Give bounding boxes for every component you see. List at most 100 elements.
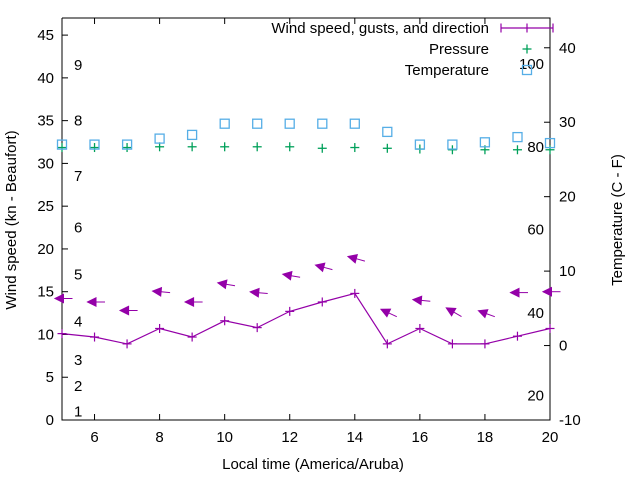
x-tick-label: 20 bbox=[542, 429, 559, 446]
temperature-point bbox=[252, 118, 263, 129]
wind-speed-point bbox=[122, 339, 132, 349]
wind-direction-arrow-icon bbox=[151, 286, 171, 297]
y2-tick-label: 40 bbox=[559, 40, 576, 57]
beaufort-label: 4 bbox=[74, 314, 82, 331]
wind-speed-point bbox=[57, 329, 67, 339]
fahrenheit-scale-labels: 20 40 60 80 100 bbox=[519, 56, 544, 404]
wind-speed-point bbox=[90, 332, 100, 342]
temperature-point bbox=[544, 137, 556, 149]
wind-direction-arrow-icon bbox=[509, 287, 528, 298]
fahrenheit-label: 100 bbox=[519, 56, 544, 73]
wind-speed-line bbox=[61, 292, 551, 345]
x-axis-title: Local time (America/Aruba) bbox=[222, 456, 404, 473]
temperature-point bbox=[89, 139, 100, 150]
wind-direction-arrow-icon bbox=[314, 262, 333, 273]
x-tick-label: 10 bbox=[216, 429, 233, 446]
pressure-point bbox=[545, 145, 555, 155]
wind-direction-arrow-icon bbox=[53, 293, 73, 304]
fahrenheit-label: 60 bbox=[527, 221, 544, 238]
temperature-point bbox=[186, 129, 198, 141]
x-tick-label: 6 bbox=[90, 429, 98, 446]
wind-speed-point bbox=[480, 339, 490, 349]
series-wind-speed bbox=[57, 288, 555, 349]
wind-direction-arrow-icon bbox=[541, 286, 561, 297]
wind-speed-point bbox=[447, 339, 457, 349]
y-tick-label: 20 bbox=[37, 241, 54, 258]
temperature-point bbox=[349, 118, 360, 129]
beaufort-label: 8 bbox=[74, 113, 82, 130]
beaufort-label: 9 bbox=[74, 57, 82, 74]
beaufort-label: 2 bbox=[74, 378, 82, 395]
wind-speed-point bbox=[350, 288, 360, 298]
wind-direction-arrow-icon bbox=[477, 309, 495, 319]
pressure-point bbox=[90, 143, 100, 153]
beaufort-scale-labels: 1 2 3 4 5 6 7 8 9 bbox=[74, 57, 82, 420]
beaufort-label: 1 bbox=[74, 403, 82, 420]
y-axis-ticks: 0 5 10 15 20 25 30 35 40 45 bbox=[37, 27, 68, 429]
wind-direction-arrow-icon bbox=[379, 308, 398, 318]
y2-tick-label: 0 bbox=[559, 338, 567, 355]
wind-speed-point bbox=[285, 306, 295, 316]
pressure-point bbox=[220, 142, 230, 152]
pressure-point bbox=[447, 145, 457, 155]
wind-direction-arrow-icon bbox=[281, 270, 301, 281]
y-tick-label: 10 bbox=[37, 326, 54, 343]
temperature-point bbox=[382, 126, 393, 138]
y2-tick-label: 10 bbox=[559, 263, 576, 280]
y2-tick-label: -10 bbox=[559, 412, 581, 429]
legend-label: Pressure bbox=[429, 41, 489, 58]
y2-tick-label: 20 bbox=[559, 189, 576, 206]
temperature-point bbox=[512, 131, 523, 143]
wind-speed-point bbox=[415, 323, 425, 333]
x-tick-label: 12 bbox=[281, 429, 298, 446]
legend-item: Wind speed, gusts, and direction bbox=[271, 20, 554, 37]
x-tick-label: 16 bbox=[412, 429, 429, 446]
beaufort-label: 5 bbox=[74, 267, 82, 284]
temperature-point bbox=[121, 139, 133, 150]
y-tick-label: 15 bbox=[37, 284, 54, 301]
y-tick-label: 0 bbox=[46, 412, 54, 429]
y-tick-label: 35 bbox=[37, 113, 54, 130]
wind-direction-arrow-icon bbox=[445, 307, 462, 318]
y-axis-title: Wind speed (kn - Beaufort) bbox=[3, 130, 20, 309]
temperature-point bbox=[479, 137, 491, 148]
legend-temperature-icon bbox=[521, 64, 533, 76]
pressure-point bbox=[57, 143, 67, 153]
y-tick-label: 40 bbox=[37, 70, 54, 87]
y2-tick-label: 30 bbox=[559, 114, 576, 131]
chart-legend: Wind speed, gusts, and direction Pressure… bbox=[271, 20, 554, 79]
wind-direction-arrow-icon bbox=[183, 296, 203, 308]
wind-direction-arrow-icon bbox=[216, 279, 236, 290]
wind-speed-point bbox=[512, 331, 522, 341]
temperature-point bbox=[219, 118, 230, 129]
pressure-point bbox=[285, 142, 295, 152]
pressure-point bbox=[512, 145, 522, 155]
legend-item: Temperature bbox=[405, 62, 533, 79]
beaufort-label: 7 bbox=[74, 168, 82, 185]
y2-axis-title: Temperature (C - F) bbox=[609, 154, 626, 286]
temperature-point bbox=[154, 133, 165, 144]
series-temperature bbox=[56, 118, 556, 150]
wind-speed-point bbox=[382, 339, 392, 349]
beaufort-label: 6 bbox=[74, 220, 82, 237]
legend-label: Temperature bbox=[405, 62, 489, 79]
pressure-point bbox=[122, 143, 132, 153]
wind-speed-point bbox=[317, 297, 327, 307]
pressure-point bbox=[382, 143, 392, 153]
y-tick-label: 30 bbox=[37, 155, 54, 172]
pressure-point bbox=[252, 142, 262, 152]
wind-speed-point bbox=[220, 316, 230, 326]
y-tick-label: 5 bbox=[46, 369, 54, 386]
x-tick-label: 8 bbox=[155, 429, 163, 446]
wind-direction-arrow-icon bbox=[118, 305, 138, 316]
x-axis-ticks: 6 8 10 12 14 16 18 20 bbox=[90, 18, 558, 446]
legend-item: Pressure bbox=[429, 41, 532, 58]
y2-axis-ticks: -10 0 10 20 30 40 bbox=[544, 40, 581, 429]
wind-direction-arrow-icon bbox=[249, 287, 268, 298]
temperature-point bbox=[284, 118, 295, 129]
y-tick-label: 25 bbox=[37, 198, 54, 215]
wind-direction-arrow-icon bbox=[411, 295, 431, 306]
